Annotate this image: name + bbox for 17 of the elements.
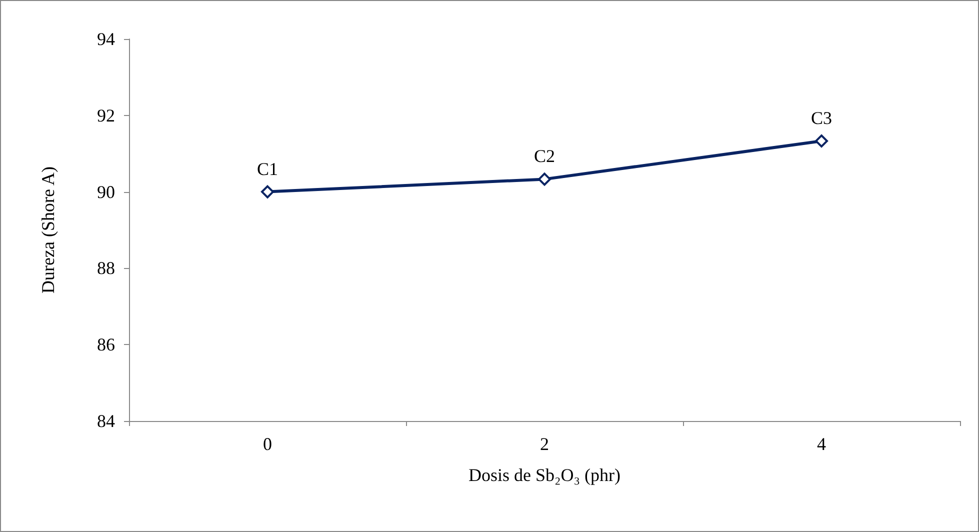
x-tick-label: 2 [540,434,549,454]
y-tick-label: 92 [97,105,115,126]
point [261,185,274,198]
y-tick-label: 88 [97,258,115,278]
y-tick-label: 86 [97,334,115,355]
y-tick-label: 90 [97,182,115,202]
annotation: C2 [534,146,556,166]
x-tick-label: 0 [263,434,272,454]
y-tick-label: 84 [97,411,115,431]
x-tick-label: 4 [817,434,826,454]
annotation: C3 [810,108,832,128]
annotation: C1 [256,158,278,179]
x-axis-title: Dosis de Sb₂O₃ (phr) [468,465,621,485]
point [538,172,551,186]
y-tick-label: 94 [97,29,115,49]
point [815,134,828,148]
y-axis-title: Dureza (Shore A) [38,166,58,294]
